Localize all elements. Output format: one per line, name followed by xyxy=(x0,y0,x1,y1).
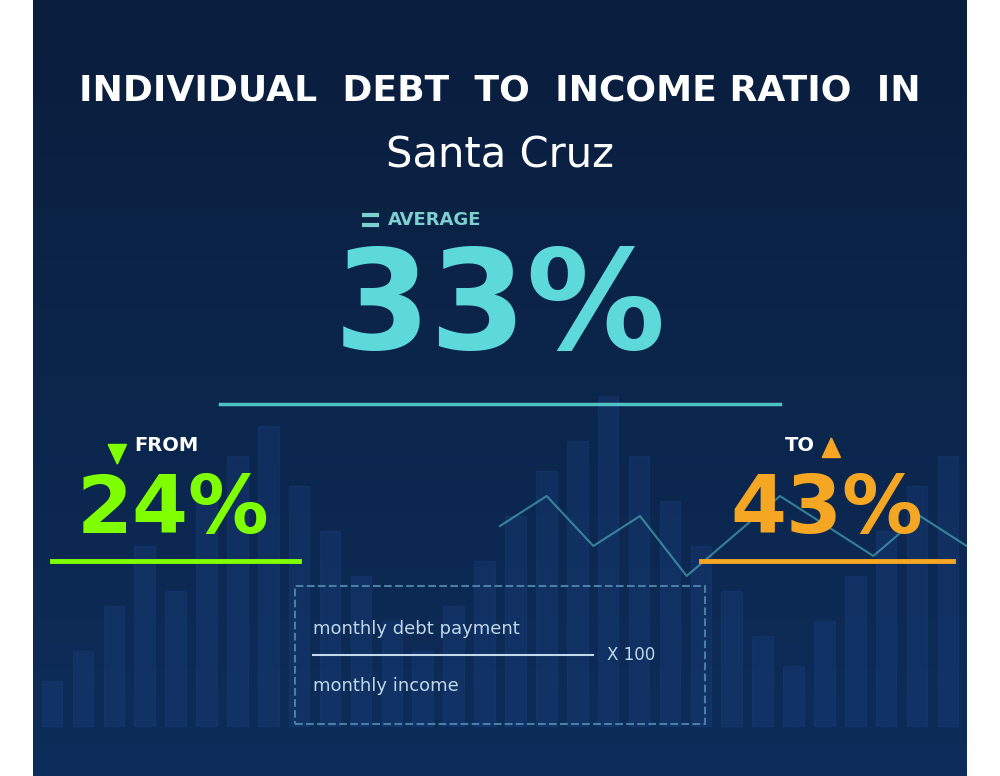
Bar xyxy=(660,501,680,726)
Bar xyxy=(289,486,309,726)
Bar xyxy=(351,576,371,726)
Bar xyxy=(907,486,927,726)
Bar xyxy=(938,456,958,726)
Text: 33%: 33% xyxy=(334,244,666,379)
Bar xyxy=(104,606,124,726)
Bar xyxy=(227,456,248,726)
Bar xyxy=(505,516,526,726)
Bar xyxy=(134,546,155,726)
Text: 24%: 24% xyxy=(77,472,270,550)
Bar xyxy=(196,501,217,726)
Bar xyxy=(320,531,340,726)
Bar xyxy=(258,426,279,726)
Bar xyxy=(752,636,773,726)
Polygon shape xyxy=(822,438,840,458)
Bar xyxy=(536,471,557,726)
Bar xyxy=(783,666,804,726)
Bar xyxy=(721,591,742,726)
Polygon shape xyxy=(108,445,126,464)
Text: X 100: X 100 xyxy=(607,646,656,664)
Bar xyxy=(629,456,649,726)
Text: TO: TO xyxy=(785,436,815,456)
Text: INDIVIDUAL  DEBT  TO  INCOME RATIO  IN: INDIVIDUAL DEBT TO INCOME RATIO IN xyxy=(79,74,921,108)
Bar xyxy=(691,546,711,726)
Bar xyxy=(73,651,93,726)
Bar xyxy=(412,651,433,726)
Bar xyxy=(382,621,402,726)
Bar xyxy=(443,606,464,726)
Bar xyxy=(567,441,588,726)
Bar xyxy=(42,681,62,726)
Bar xyxy=(165,591,186,726)
Text: FROM: FROM xyxy=(134,436,198,456)
Text: monthly income: monthly income xyxy=(313,677,459,695)
Bar xyxy=(814,621,835,726)
Bar xyxy=(598,396,618,726)
Text: 43%: 43% xyxy=(730,472,923,550)
Text: monthly debt payment: monthly debt payment xyxy=(313,620,520,638)
Bar xyxy=(474,561,495,726)
Text: Santa Cruz: Santa Cruz xyxy=(386,135,614,177)
Bar xyxy=(876,531,896,726)
Text: AVERAGE: AVERAGE xyxy=(388,211,481,229)
Bar xyxy=(845,576,866,726)
